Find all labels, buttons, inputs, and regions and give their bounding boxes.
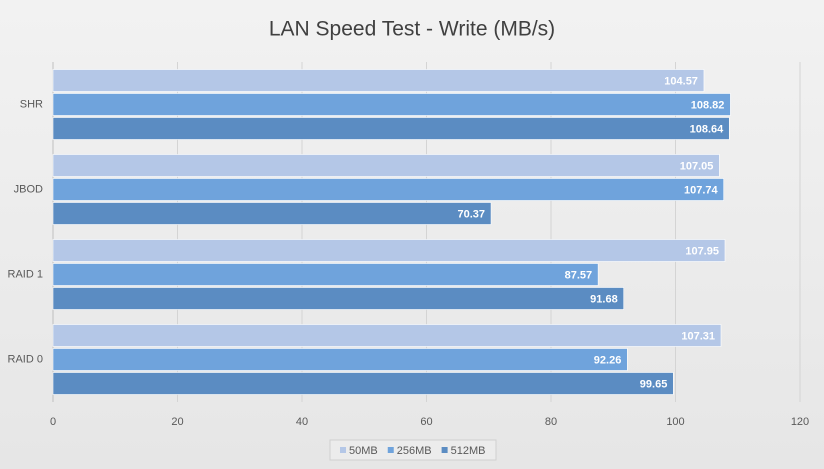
bar	[52, 93, 731, 116]
bar	[52, 202, 492, 225]
data-label: 104.57	[664, 75, 698, 87]
x-tick-label: 80	[545, 416, 557, 428]
data-label: 91.68	[590, 293, 618, 305]
legend-label: 50MB	[349, 445, 378, 457]
data-label: 92.26	[594, 354, 622, 366]
legend-marker	[441, 447, 448, 453]
bar	[52, 154, 720, 177]
chart-title: LAN Speed Test - Write (MB/s)	[269, 18, 555, 41]
data-label: 107.74	[684, 184, 719, 196]
data-label: 108.64	[690, 123, 725, 135]
legend-marker	[387, 447, 394, 453]
data-label: 87.57	[565, 269, 593, 281]
legend-label: 256MB	[397, 445, 432, 457]
data-label: 108.82	[691, 99, 725, 111]
x-tick-label: 120	[791, 416, 809, 428]
x-tick-label: 0	[50, 416, 56, 428]
y-tick-label: RAID 0	[8, 353, 43, 365]
x-tick-label: 40	[296, 416, 308, 428]
bar	[52, 348, 628, 371]
x-tick-label: 100	[666, 416, 684, 428]
data-label: 107.95	[685, 245, 719, 257]
bar	[52, 117, 730, 140]
legend-label: 512MB	[451, 445, 486, 457]
x-tick-label: 20	[171, 416, 183, 428]
bar	[52, 239, 726, 262]
bar	[52, 69, 705, 92]
legend-box	[329, 439, 497, 461]
bar	[52, 372, 674, 395]
data-label: 99.65	[640, 378, 668, 390]
bar	[52, 178, 724, 201]
data-label: 107.31	[681, 330, 715, 342]
data-label: 70.37	[458, 208, 486, 220]
y-tick-label: RAID 1	[8, 268, 43, 280]
y-tick-label: JBOD	[14, 183, 43, 195]
legend-marker	[340, 447, 346, 453]
bar	[52, 287, 625, 310]
bar	[52, 263, 599, 286]
x-tick-label: 60	[420, 416, 432, 428]
y-tick-label: SHR	[20, 98, 43, 110]
bar	[52, 324, 722, 347]
data-label: 107.05	[680, 160, 714, 172]
